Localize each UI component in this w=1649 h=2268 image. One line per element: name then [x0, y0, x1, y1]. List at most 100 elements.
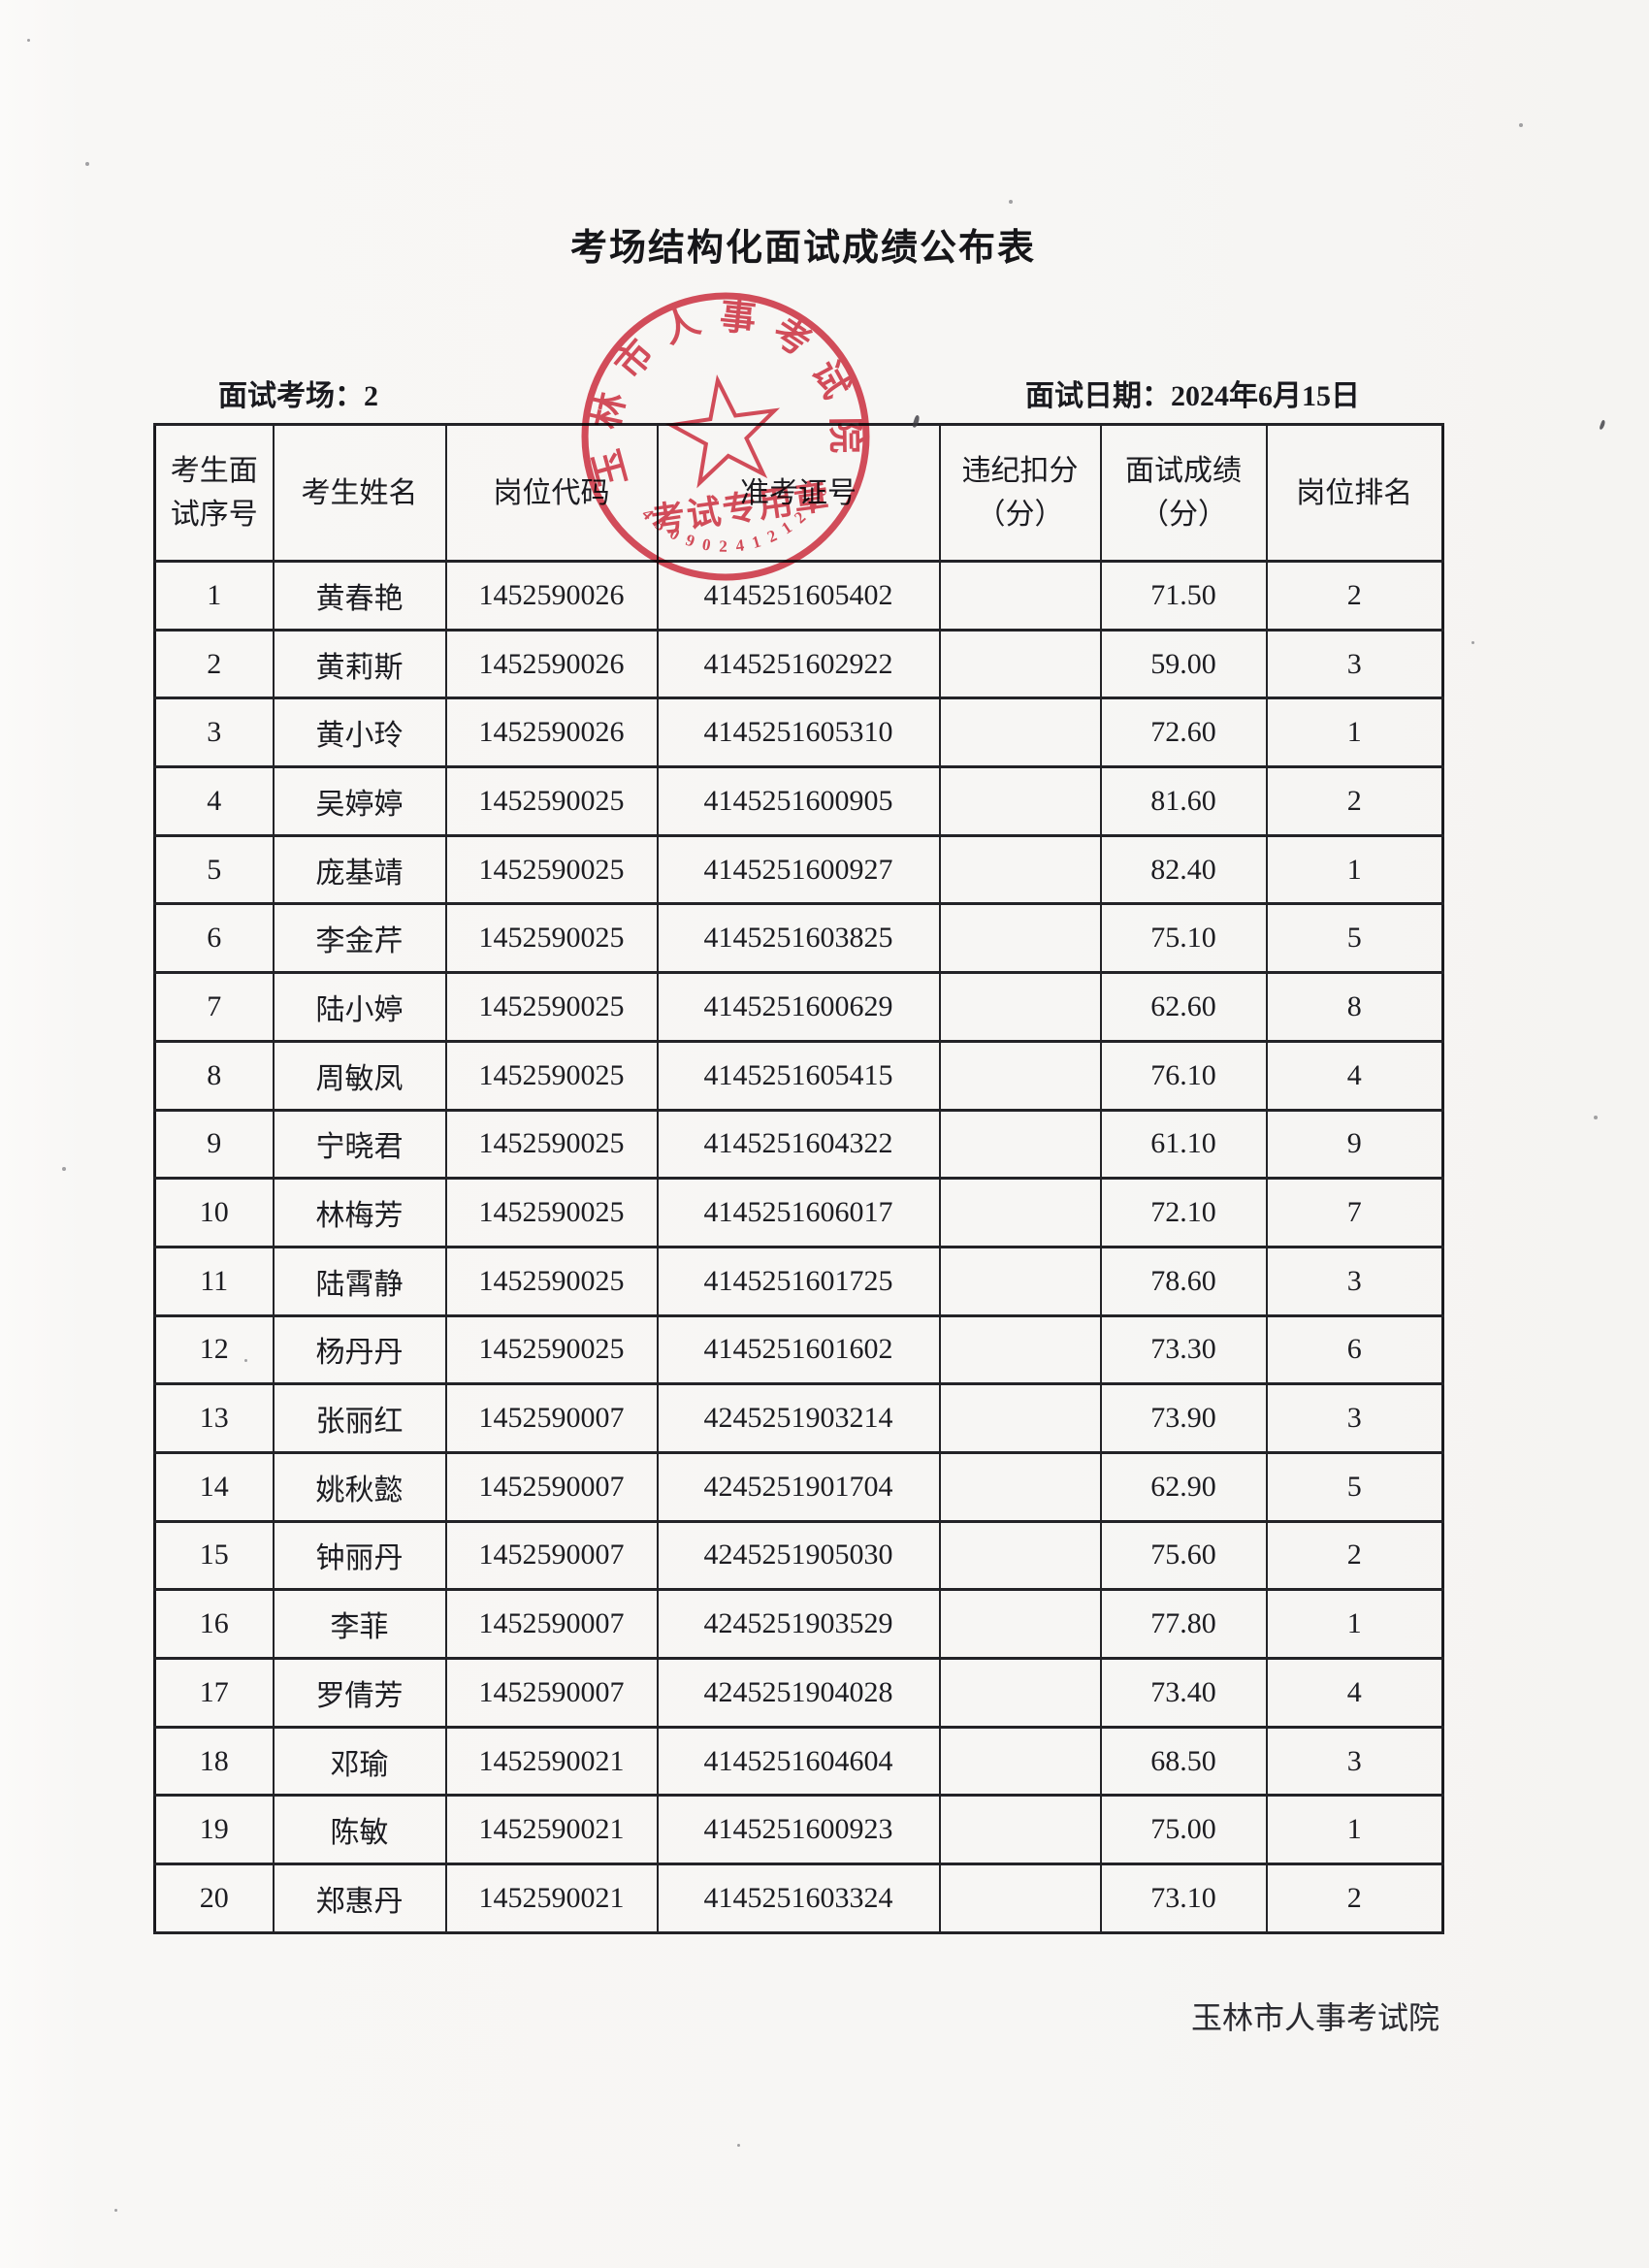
table-cell: 4245251904028: [656, 1657, 941, 1729]
table-cell: 3: [1265, 1725, 1444, 1798]
table-cell: 59.00: [1099, 628, 1268, 700]
table-cell: [938, 697, 1102, 769]
table-cell: 3: [1265, 1382, 1444, 1454]
table-cell: 4145251606017: [656, 1177, 941, 1248]
table-cell: 1452590026: [444, 697, 659, 769]
table-cell: 62.90: [1099, 1450, 1268, 1523]
table-cell: 4145251601725: [656, 1245, 941, 1317]
table-cell: [938, 1313, 1102, 1386]
table-cell: [938, 1863, 1102, 1934]
scan-speck: [737, 2144, 740, 2147]
table-cell: 1452590025: [444, 1039, 659, 1112]
table-cell: 4145251605402: [656, 560, 941, 632]
table-cell: 1452590026: [444, 628, 659, 700]
table-cell: 1452590025: [444, 765, 659, 837]
table-cell: 8: [1265, 971, 1444, 1043]
table-cell: 4145251604322: [656, 1108, 941, 1181]
table-cell: 1: [153, 560, 275, 632]
scan-speck: [244, 1359, 247, 1362]
table-row: 7 陆小婷 1452590025 4145251600629 62.60 8: [153, 971, 1444, 1043]
table-cell: 4145251605310: [656, 697, 941, 769]
table-cell: 黄莉斯: [272, 628, 447, 700]
table-cell: [938, 902, 1102, 975]
table-cell: [938, 765, 1102, 837]
table-cell: 钟丽丹: [272, 1519, 447, 1592]
table-cell: 1452590021: [444, 1794, 659, 1866]
table-cell: 77.80: [1099, 1588, 1268, 1660]
table-cell: 1452590025: [444, 1177, 659, 1248]
table-cell: 1452590026: [444, 560, 659, 632]
table-cell: 1452590007: [444, 1382, 659, 1454]
table-row: 10 林梅芳 1452590025 4145251606017 72.10 7: [153, 1177, 1444, 1248]
table-cell: 2: [1265, 1519, 1444, 1592]
scan-speck: [1519, 123, 1523, 127]
table-cell: [938, 1177, 1102, 1248]
table-cell: 17: [153, 1657, 275, 1729]
scan-speck: [27, 39, 30, 42]
scan-speck: [1009, 200, 1013, 204]
table-cell: 2: [1265, 560, 1444, 632]
table-cell: 1452590025: [444, 1245, 659, 1317]
table-cell: 1452590021: [444, 1725, 659, 1798]
table-cell: [938, 628, 1102, 700]
table-cell: [938, 971, 1102, 1043]
table-row: 9 宁晓君 1452590025 4145251604322 61.10 9: [153, 1108, 1444, 1181]
table-header: 考生面 试序号 考生姓名 岗位代码 准考证号 违纪扣分 （分） 面试成绩 （分） 岗位排名: [153, 423, 1444, 563]
footer-organization: 玉林市人事考试院: [1191, 2000, 1440, 2035]
table-cell: 3: [153, 697, 275, 769]
table-cell: 4145251603324: [656, 1863, 941, 1934]
table-cell: 陈敏: [272, 1794, 447, 1866]
table-cell: [938, 833, 1102, 906]
table-cell: 4245251901704: [656, 1450, 941, 1523]
date-label: 面试日期：2024年6月15日: [1025, 380, 1360, 412]
table-cell: 10: [153, 1177, 275, 1248]
table-cell: 杨丹丹: [272, 1313, 447, 1386]
table-cell: 郑惠丹: [272, 1863, 447, 1934]
table-cell: 2: [1265, 765, 1444, 837]
table-cell: 1: [1265, 1588, 1444, 1660]
table-row: 5 庞基靖 1452590025 4145251600927 82.40 1: [153, 833, 1444, 906]
column-header-3: 准考证号: [656, 423, 941, 563]
table-row: 4 吴婷婷 1452590025 4145251600905 81.60 2: [153, 765, 1444, 837]
table-cell: 3: [1265, 1245, 1444, 1317]
table-cell: 罗倩芳: [272, 1657, 447, 1729]
table-cell: 1: [1265, 697, 1444, 769]
table-cell: 林梅芳: [272, 1177, 447, 1248]
table-row: 13 张丽红 1452590007 4245251903214 73.90 3: [153, 1382, 1444, 1454]
page-title: 考场结构化面试成绩公布表: [569, 228, 1036, 269]
table-cell: 5: [1265, 1450, 1444, 1523]
table-cell: 5: [153, 833, 275, 906]
table-cell: 1452590007: [444, 1519, 659, 1592]
table-cell: 1452590025: [444, 1313, 659, 1386]
table-cell: 73.40: [1099, 1657, 1268, 1729]
table-row: 1 黄春艳 1452590026 4145251605402 71.50 2: [153, 560, 1444, 632]
table-cell: [938, 1382, 1102, 1454]
table-cell: 庞基靖: [272, 833, 447, 906]
table-cell: 15: [153, 1519, 275, 1592]
table-cell: [938, 560, 1102, 632]
table-cell: 李菲: [272, 1588, 447, 1660]
table-cell: 黄春艳: [272, 560, 447, 632]
table-cell: 4: [1265, 1039, 1444, 1112]
table-cell: 1: [1265, 833, 1444, 906]
table-cell: [938, 1039, 1102, 1112]
table-cell: 18: [153, 1725, 275, 1798]
table-cell: 周敏凤: [272, 1039, 447, 1112]
score-table: 考生面 试序号 考生姓名 岗位代码 准考证号 违纪扣分 （分） 面试成绩 （分） 岗位排名 …: [153, 423, 1444, 1934]
table-cell: 68.50: [1099, 1725, 1268, 1798]
table-cell: 12: [153, 1313, 275, 1386]
table-cell: 9: [153, 1108, 275, 1181]
table-cell: 张丽红: [272, 1382, 447, 1454]
table-cell: 13: [153, 1382, 275, 1454]
table-cell: [938, 1450, 1102, 1523]
table-row: 18 邓瑜 1452590021 4145251604604 68.50 3: [153, 1725, 1444, 1798]
table-cell: 16: [153, 1588, 275, 1660]
table-cell: 8: [153, 1039, 275, 1112]
table-row: 11 陆霄静 1452590025 4145251601725 78.60 3: [153, 1245, 1444, 1317]
table-cell: 11: [153, 1245, 275, 1317]
table-cell: [938, 1725, 1102, 1798]
table-cell: 1452590007: [444, 1588, 659, 1660]
table-cell: 75.00: [1099, 1794, 1268, 1866]
table-cell: 72.60: [1099, 697, 1268, 769]
